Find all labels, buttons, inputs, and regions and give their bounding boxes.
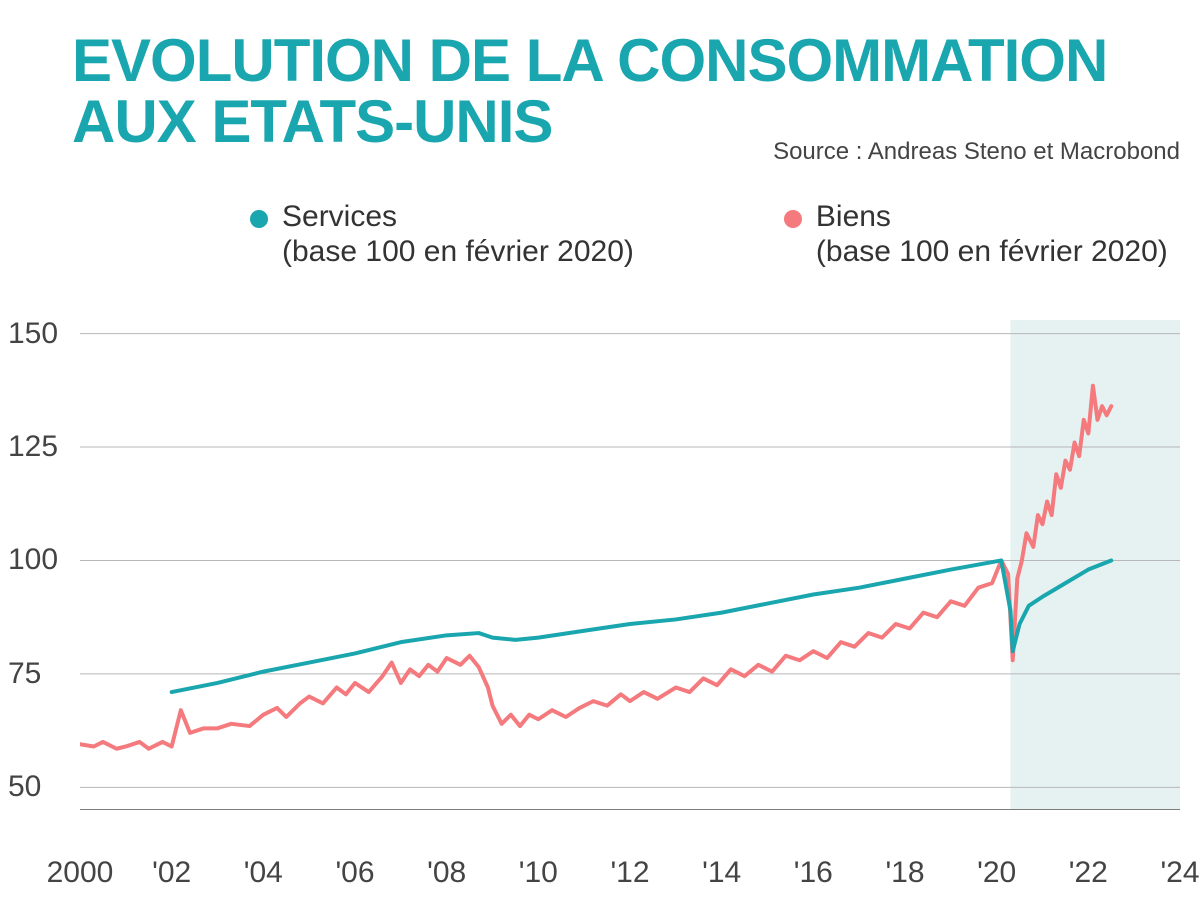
x-tick-label: '02 bbox=[152, 856, 191, 890]
x-tick-label: '18 bbox=[885, 856, 924, 890]
legend-text-biens: Biens (base 100 en février 2020) bbox=[816, 200, 1168, 269]
legend-text-services: Services (base 100 en février 2020) bbox=[282, 200, 634, 269]
x-tick-label: '10 bbox=[519, 856, 558, 890]
legend-sub-services: (base 100 en février 2020) bbox=[282, 235, 634, 268]
y-tick-label: 50 bbox=[8, 770, 68, 804]
y-tick-label: 75 bbox=[8, 657, 68, 691]
chart-legend: Services (base 100 en février 2020) Bien… bbox=[250, 200, 1168, 269]
chart-svg bbox=[80, 320, 1180, 810]
x-tick-label: '20 bbox=[977, 856, 1016, 890]
title-line-2: AUX ETATS-UNIS bbox=[72, 88, 552, 155]
x-tick-label: '06 bbox=[335, 856, 374, 890]
legend-dot-services-icon bbox=[250, 210, 268, 228]
x-tick-label: '04 bbox=[244, 856, 283, 890]
legend-sub-biens: (base 100 en février 2020) bbox=[816, 235, 1168, 268]
title-line-1: EVOLUTION DE LA CONSOMMATION bbox=[72, 27, 1107, 94]
legend-item-services: Services (base 100 en février 2020) bbox=[250, 200, 634, 269]
chart-area: 50 75 100 125 150 2000 '02 '04 '06 '08 '10 '12 '14 '… bbox=[0, 300, 1200, 890]
legend-dot-biens-icon bbox=[784, 210, 802, 228]
x-tick-label: '08 bbox=[427, 856, 466, 890]
x-tick-label: '22 bbox=[1069, 856, 1108, 890]
chart-source: Source : Andreas Steno et Macrobond bbox=[773, 138, 1180, 166]
chart-title: EVOLUTION DE LA CONSOMMATION AUX ETATS-U… bbox=[72, 30, 1107, 152]
x-tick-label: '12 bbox=[610, 856, 649, 890]
y-tick-label: 125 bbox=[8, 430, 68, 464]
x-tick-label: '14 bbox=[702, 856, 741, 890]
y-tick-label: 100 bbox=[8, 543, 68, 577]
x-tick-label: 2000 bbox=[47, 856, 114, 890]
legend-item-biens: Biens (base 100 en février 2020) bbox=[784, 200, 1168, 269]
chart-container: EVOLUTION DE LA CONSOMMATION AUX ETATS-U… bbox=[0, 0, 1200, 903]
y-tick-label: 150 bbox=[8, 317, 68, 351]
x-tick-label: '24 bbox=[1160, 856, 1199, 890]
legend-label-services: Services bbox=[282, 200, 397, 233]
x-tick-label: '16 bbox=[794, 856, 833, 890]
legend-label-biens: Biens bbox=[816, 200, 891, 233]
